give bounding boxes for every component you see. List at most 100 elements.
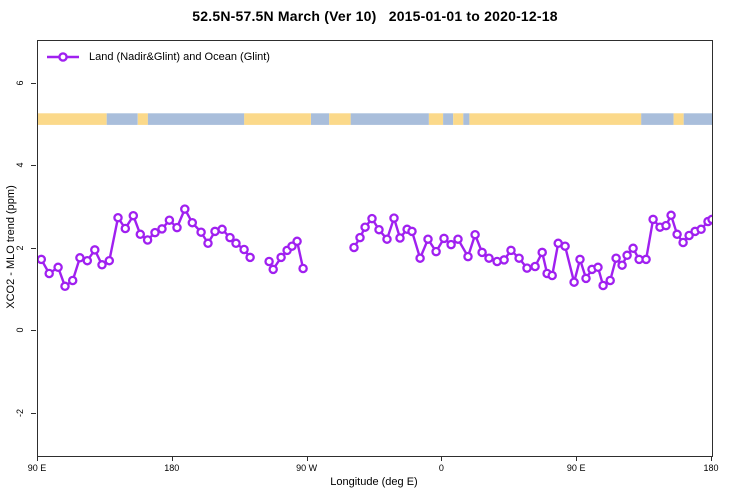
data-point-marker: [268, 264, 278, 275]
data-point-marker: [407, 226, 417, 237]
data-point-marker: [522, 263, 532, 273]
data-point-marker: [453, 234, 463, 244]
x-tick-mark: [37, 456, 38, 461]
data-point-marker: [231, 238, 241, 249]
land-ocean-band-segment-ocean: [350, 113, 429, 125]
data-point-marker: [389, 213, 399, 223]
data-point-marker: [678, 237, 688, 248]
data-point-marker: [128, 210, 139, 221]
data-point-marker: [367, 213, 377, 224]
land-ocean-band-segment-ocean: [641, 113, 674, 125]
data-point-marker: [164, 215, 175, 225]
land-ocean-band-segment-land: [469, 113, 642, 125]
y-tick-mark: [31, 165, 36, 167]
data-point-marker: [292, 236, 302, 247]
data-point-marker: [611, 253, 621, 263]
data-point-marker: [264, 256, 274, 267]
data-point-marker: [120, 223, 131, 234]
data-point-marker: [150, 227, 160, 238]
data-point-marker: [172, 222, 182, 233]
data-point-marker: [439, 233, 449, 244]
data-point-marker: [575, 254, 585, 265]
data-point-marker: [696, 224, 706, 235]
land-ocean-band-segment-ocean: [463, 113, 470, 125]
data-point-marker: [605, 275, 615, 286]
y-tick-label: 6: [15, 79, 25, 86]
data-point-marker: [53, 262, 63, 273]
data-point-marker: [423, 234, 433, 244]
x-tick-mark: [711, 456, 712, 461]
land-ocean-band-segment-land: [137, 113, 148, 125]
data-point-marker: [298, 263, 308, 274]
data-point-marker: [97, 260, 107, 270]
land-ocean-band-segment-land: [673, 113, 684, 125]
data-point-marker: [187, 217, 198, 228]
data-point-marker: [135, 229, 146, 240]
data-point-marker: [44, 268, 54, 279]
data-point-marker: [672, 229, 682, 240]
data-point-marker: [225, 232, 235, 243]
x-axis-title: Longitude (deg E): [330, 476, 418, 488]
data-point-marker: [196, 227, 206, 237]
data-point-marker: [157, 224, 167, 234]
data-point-marker: [276, 252, 286, 263]
x-tick-label: 90 W: [296, 463, 318, 473]
legend: Land (Nadir&Glint) and Ocean (Glint): [46, 51, 270, 63]
data-point-marker: [90, 245, 100, 255]
x-tick-label: 0: [438, 463, 444, 473]
data-point-marker: [530, 261, 540, 272]
data-point-marker: [537, 247, 547, 258]
land-ocean-band-segment-ocean: [311, 113, 330, 125]
x-tick-label: 90 E: [566, 463, 586, 473]
data-point-marker: [661, 220, 671, 231]
x-tick-mark: [576, 456, 578, 461]
data-point-marker: [75, 253, 85, 263]
data-point-marker: [374, 224, 384, 235]
data-point-marker: [446, 239, 456, 250]
data-point-marker: [180, 204, 190, 214]
data-point-marker: [142, 235, 153, 245]
data-point-marker: [38, 254, 47, 265]
data-point-marker: [499, 255, 509, 265]
data-point-marker: [382, 234, 392, 244]
data-point-marker: [484, 253, 494, 263]
land-ocean-band-segment-ocean: [147, 113, 245, 125]
data-point-marker: [684, 230, 694, 241]
y-tick-mark: [31, 82, 36, 84]
data-point-marker: [648, 214, 658, 225]
data-point-marker: [60, 281, 70, 292]
data-point-marker: [395, 233, 405, 243]
data-point-marker: [82, 255, 93, 266]
data-point-marker: [598, 280, 608, 291]
data-point-marker: [355, 232, 365, 243]
chart-canvas: [38, 113, 712, 292]
chart-title: 52.5N-57.5N March (Ver 10) 2015-01-01 to…: [192, 8, 558, 24]
data-point-marker: [104, 255, 115, 266]
x-tick-mark: [171, 456, 173, 461]
x-tick-label: 180: [164, 463, 180, 473]
data-point-marker: [581, 273, 591, 284]
data-point-marker: [360, 222, 370, 232]
x-tick-label: 180: [703, 463, 719, 473]
data-point-marker: [569, 277, 579, 287]
y-tick-mark: [31, 412, 36, 414]
y-tick-mark: [31, 330, 36, 332]
land-ocean-band-segment-ocean: [106, 113, 138, 125]
data-point-marker: [506, 245, 516, 256]
data-point-marker: [463, 251, 473, 262]
data-point-marker: [628, 243, 638, 254]
data-point-marker: [470, 229, 480, 240]
data-point-marker: [641, 254, 651, 265]
data-point-marker: [514, 253, 524, 263]
land-ocean-band-segment-land: [428, 113, 444, 125]
data-point-marker: [349, 242, 359, 253]
data-point-marker: [415, 253, 425, 263]
data-point-marker: [547, 270, 557, 281]
data-point-marker: [67, 275, 78, 286]
data-point-marker: [245, 252, 255, 263]
data-point-marker: [666, 210, 676, 221]
plot-area: Land (Nadir&Glint) and Ocean (Glint): [37, 40, 713, 457]
land-ocean-band-segment-ocean: [443, 113, 454, 125]
land-ocean-band-segment-land: [453, 113, 464, 125]
